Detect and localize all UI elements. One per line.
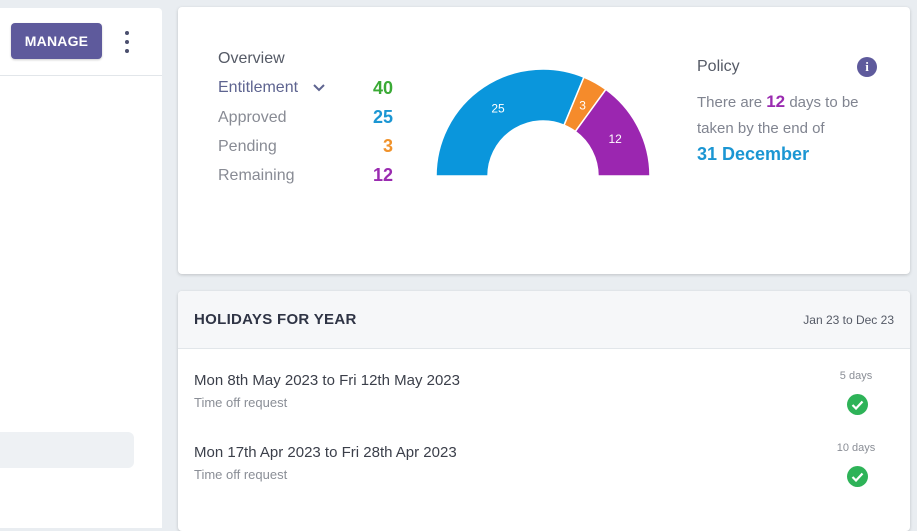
- chart-slice-label: 12: [608, 132, 622, 146]
- holiday-dates: Mon 8th May 2023 to Fri 12th May 2023: [194, 372, 460, 389]
- entitlement-label: Entitlement: [218, 79, 299, 97]
- holiday-type: Time off request: [194, 395, 288, 410]
- overview-card: Overview Entitlement 40 Approved 25 Pend…: [178, 7, 910, 274]
- half-donut-chart: 25 3 12: [435, 68, 651, 177]
- policy-title: Policy: [697, 58, 740, 75]
- left-panel: MANAGE: [0, 8, 162, 528]
- policy-text-before: There are: [697, 94, 763, 111]
- pending-row: Pending 3: [218, 132, 393, 161]
- holidays-range: Jan 23 to Dec 23: [803, 313, 894, 327]
- approved-check-icon: [847, 394, 868, 415]
- holiday-item[interactable]: Mon 17th Apr 2023 to Fri 28th Apr 2023 T…: [194, 442, 894, 494]
- chart-slice-label: 25: [491, 102, 505, 116]
- remaining-value: 12: [372, 165, 393, 185]
- leave-chart: 25 3 12: [435, 67, 656, 187]
- holiday-dates: Mon 17th Apr 2023 to Fri 28th Apr 2023: [194, 444, 457, 461]
- left-selected-row[interactable]: [0, 432, 134, 468]
- remaining-label: Remaining: [218, 166, 295, 184]
- holiday-type: Time off request: [194, 467, 288, 482]
- overview-title: Overview: [218, 50, 285, 67]
- chart-slice-label: 3: [579, 98, 586, 112]
- chart-slice-12[interactable]: [574, 88, 651, 177]
- entitlement-row[interactable]: Entitlement 40: [218, 74, 393, 103]
- entitlement-value: 40: [372, 78, 393, 98]
- overview-list: Overview Entitlement 40 Approved 25 Pend…: [218, 50, 393, 190]
- info-icon[interactable]: i: [857, 57, 877, 77]
- approved-row: Approved 25: [218, 103, 393, 132]
- approved-check-icon: [847, 466, 868, 487]
- pending-label: Pending: [218, 137, 277, 155]
- remaining-row: Remaining 12: [218, 161, 393, 190]
- policy-date: 31 December: [697, 144, 810, 164]
- holidays-header: HOLIDAYS FOR YEAR Jan 23 to Dec 23: [178, 291, 910, 349]
- left-header: MANAGE: [0, 8, 162, 76]
- approved-label: Approved: [218, 108, 287, 126]
- chart-slice-25[interactable]: [435, 68, 585, 177]
- holidays-card: HOLIDAYS FOR YEAR Jan 23 to Dec 23 Mon 8…: [178, 291, 910, 531]
- pending-value: 3: [382, 136, 393, 156]
- policy-panel: Policy i There are 12 days to be taken b…: [697, 55, 887, 165]
- holidays-title: HOLIDAYS FOR YEAR: [194, 311, 357, 328]
- chevron-down-icon[interactable]: [312, 79, 325, 97]
- manage-button[interactable]: MANAGE: [11, 23, 102, 59]
- policy-days: 12: [766, 92, 786, 111]
- holiday-item[interactable]: Mon 8th May 2023 to Fri 12th May 2023 Ti…: [194, 370, 894, 422]
- policy-text-after: days to be taken by the end of: [697, 94, 859, 137]
- holiday-days: 10 days: [836, 442, 876, 454]
- policy-text: There are 12 days to be taken by the end…: [697, 89, 887, 142]
- approved-value: 25: [372, 107, 393, 127]
- more-options-icon[interactable]: [121, 31, 133, 53]
- holiday-days: 5 days: [839, 370, 873, 382]
